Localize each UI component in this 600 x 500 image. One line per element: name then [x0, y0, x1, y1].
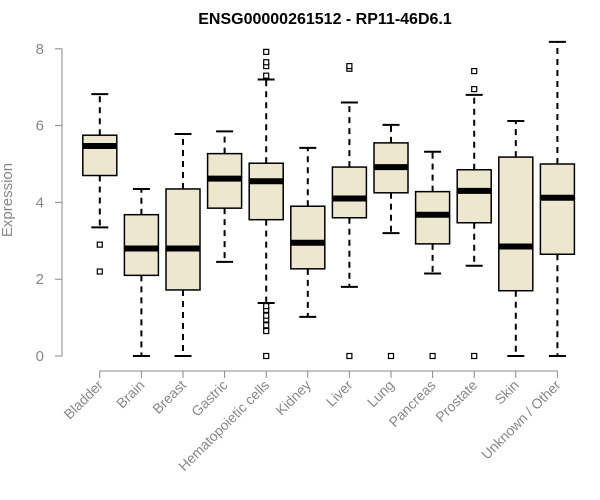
- outlier-point: [471, 352, 478, 360]
- y-tick-label: 8: [36, 41, 44, 58]
- iqr-box: [539, 163, 576, 255]
- iqr-box: [290, 205, 326, 270]
- box-skin: [498, 119, 534, 357]
- iqr-box: [248, 162, 284, 221]
- x-tick-label: Unknown / Other: [478, 377, 564, 463]
- boxes-group: [82, 40, 576, 360]
- iqr-box: [331, 166, 368, 219]
- x-tick-label: Breast: [149, 377, 189, 417]
- outlier-point: [263, 72, 270, 79]
- outlier-point: [263, 322, 270, 329]
- outlier-point: [96, 241, 103, 248]
- iqr-box: [498, 156, 534, 292]
- box-pancreas: [414, 150, 451, 360]
- iqr-box: [123, 213, 160, 277]
- y-tick-label: 6: [36, 118, 44, 135]
- box-brain: [123, 187, 160, 357]
- x-tick-label: Skin: [491, 377, 522, 408]
- x-tick-label: Lung: [364, 377, 397, 410]
- y-axis: 0 2 4 6 8: [36, 41, 63, 365]
- x-tick-label: Bladder: [60, 377, 106, 423]
- box-liver: [331, 62, 368, 360]
- y-axis-label: Expression: [0, 163, 16, 237]
- y-tick-label: 2: [36, 271, 44, 288]
- outlier-point: [96, 268, 103, 275]
- outlier-point: [471, 67, 478, 75]
- box-bladder: [82, 93, 118, 275]
- outlier-point: [263, 59, 270, 66]
- y-tick-label: 4: [36, 194, 44, 211]
- outlier-point: [346, 62, 353, 70]
- outlier-point: [387, 352, 395, 360]
- box-unknown-other: [539, 40, 576, 357]
- outlier-point: [263, 302, 270, 310]
- x-tick-label: Liver: [323, 377, 356, 410]
- iqr-box: [456, 169, 492, 224]
- box-breast: [165, 133, 201, 357]
- chart-title: ENSG00000261512 - RP11-46D6.1: [198, 11, 452, 28]
- outlier-point: [471, 86, 478, 93]
- iqr-box: [165, 188, 201, 291]
- outlier-point: [429, 352, 436, 360]
- box-gastric: [206, 130, 243, 263]
- x-tick-label: Prostate: [432, 377, 480, 425]
- box-kidney: [290, 146, 326, 318]
- outlier-point: [263, 352, 270, 360]
- iqr-box: [414, 190, 451, 245]
- outlier-point: [346, 352, 353, 360]
- outlier-point: [263, 48, 270, 55]
- x-tick-label: Brain: [113, 377, 147, 411]
- outlier-point: [263, 327, 270, 335]
- box-prostate: [456, 67, 492, 360]
- outlier-point: [263, 312, 270, 319]
- box-lung: [373, 123, 409, 360]
- iqr-box: [82, 134, 118, 177]
- x-tick-label: Kidney: [272, 377, 314, 419]
- box-hematopoietic-cells: [248, 48, 284, 360]
- y-tick-label: 0: [36, 348, 44, 365]
